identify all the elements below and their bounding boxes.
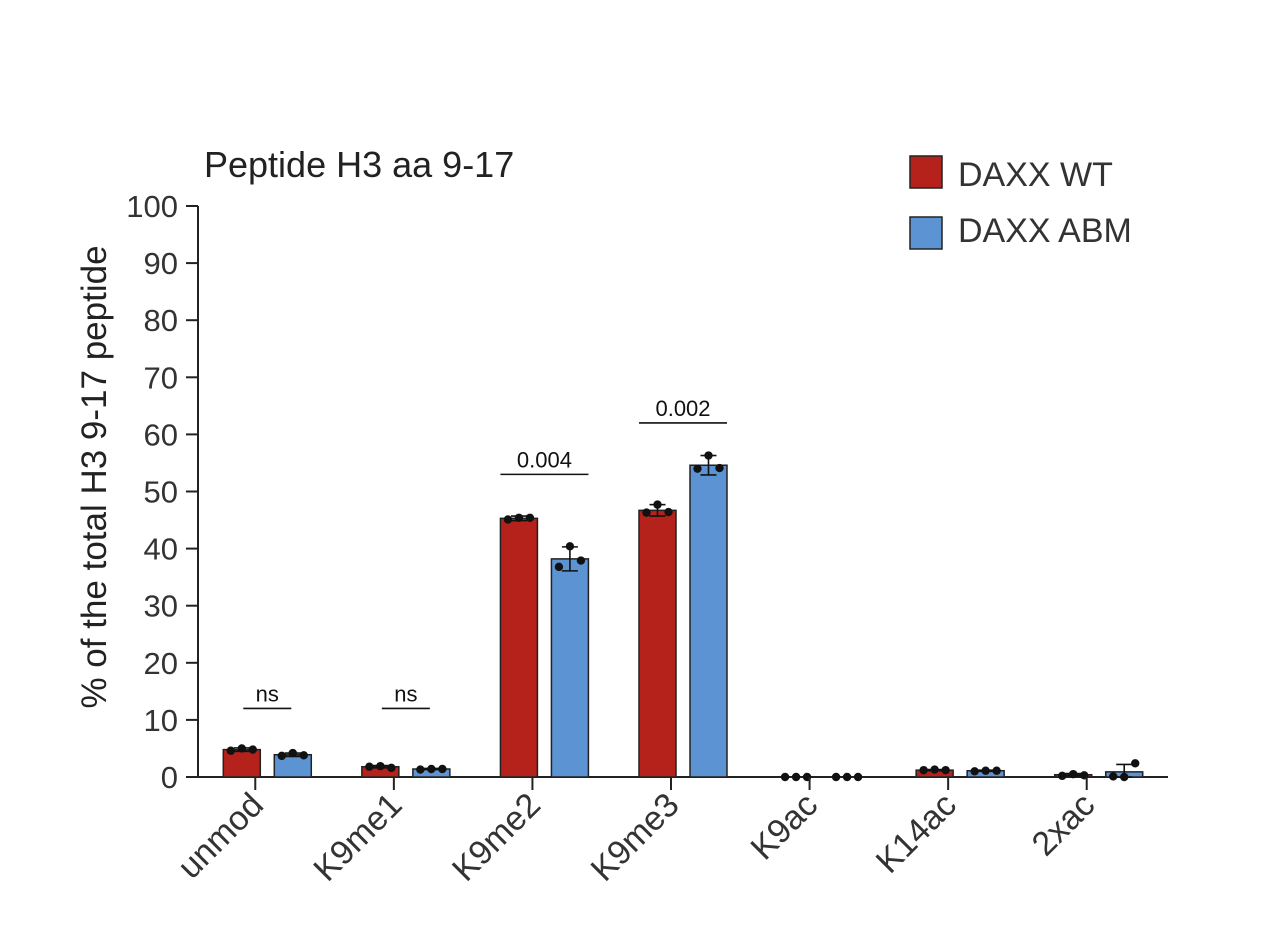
data-point	[576, 556, 586, 565]
y-tick-label: 60	[144, 417, 178, 452]
significance-label: 0.004	[517, 447, 572, 472]
data-point	[831, 772, 841, 782]
data-point	[930, 765, 939, 774]
y-axis-label: % of the total H3 9-17 peptide	[75, 245, 114, 708]
significance-label: 0.002	[655, 396, 710, 421]
y-tick-label: 80	[144, 303, 178, 338]
data-point	[853, 772, 863, 782]
data-point	[1058, 771, 1067, 781]
data-point	[416, 765, 425, 774]
significance-label: ns	[394, 681, 417, 706]
legend-label-daxx-abm: DAXX ABM	[958, 212, 1132, 250]
data-point	[981, 766, 990, 775]
data-point	[277, 751, 286, 761]
data-point	[919, 765, 928, 775]
data-point	[427, 764, 436, 774]
y-tick-label: 30	[144, 589, 178, 624]
data-point	[387, 763, 396, 773]
data-point	[554, 562, 564, 572]
data-point	[365, 762, 374, 771]
bar-daxx-wt-k9me3	[638, 509, 677, 778]
data-point	[715, 463, 724, 473]
data-point	[514, 513, 524, 522]
data-point	[842, 772, 852, 782]
bar-daxx-wt-k9me2	[499, 517, 539, 778]
y-tick-label: 20	[144, 646, 178, 681]
data-point	[288, 748, 297, 758]
data-point	[693, 464, 702, 473]
y-tick-label: 50	[144, 475, 178, 510]
y-tick-label: 10	[144, 703, 178, 738]
data-point	[791, 772, 801, 782]
data-point	[642, 508, 651, 517]
data-point	[1120, 772, 1129, 782]
data-point	[525, 513, 535, 522]
y-tick-label: 40	[144, 532, 178, 567]
data-point	[653, 500, 662, 509]
data-point	[704, 451, 713, 460]
legend: DAXX WT DAXX ABM	[909, 155, 1132, 250]
legend-swatch-daxx-wt	[909, 155, 943, 189]
data-point	[1131, 759, 1140, 768]
data-point	[664, 507, 673, 517]
y-tick-label: 100	[126, 189, 178, 224]
x-tick-label-k9ac: K9ac	[744, 786, 826, 868]
significance-label: ns	[256, 681, 279, 706]
data-point	[299, 751, 308, 760]
x-tick-label-unmod: unmod	[171, 786, 271, 886]
x-ticks: unmod K9me1 K9me2 K9me3 K9ac K14ac 2xac	[171, 777, 1103, 889]
data-point	[376, 761, 385, 771]
chart-title: Peptide H3 aa 9-17	[204, 144, 514, 185]
data-point	[237, 744, 246, 753]
x-tick-label-k9me3: K9me3	[584, 786, 687, 889]
data-point	[226, 746, 235, 755]
x-tick-label-2xac: 2xac	[1025, 786, 1103, 864]
legend-label-daxx-wt: DAXX WT	[958, 156, 1113, 194]
bar-daxx-abm-k9me3	[689, 464, 728, 778]
significance-annotations: ns ns 0.004 0.002	[243, 396, 727, 710]
y-tick-label: 70	[144, 360, 178, 395]
data-point	[992, 766, 1001, 775]
legend-swatch-daxx-abm	[909, 216, 943, 250]
data-point	[438, 764, 447, 774]
data-point	[780, 772, 790, 782]
y-tick-label: 0	[161, 760, 178, 795]
y-ticks: 0 10 20 30 40 50 60 70 80 90 100	[126, 189, 198, 795]
y-tick-label: 90	[144, 246, 178, 281]
data-point	[970, 767, 979, 776]
data-point	[565, 542, 575, 551]
x-tick-label-k9me1: K9me1	[306, 786, 409, 889]
bars	[222, 451, 1144, 782]
x-tick-label-k9me2: K9me2	[445, 786, 548, 889]
data-point	[503, 515, 513, 524]
data-point	[1069, 769, 1078, 779]
data-point	[248, 745, 257, 754]
axes	[197, 206, 1168, 778]
x-tick-label-k14ac: K14ac	[869, 786, 964, 881]
bar-daxx-abm-k9me2	[550, 558, 590, 778]
data-point	[941, 765, 950, 775]
data-point	[1109, 772, 1118, 781]
